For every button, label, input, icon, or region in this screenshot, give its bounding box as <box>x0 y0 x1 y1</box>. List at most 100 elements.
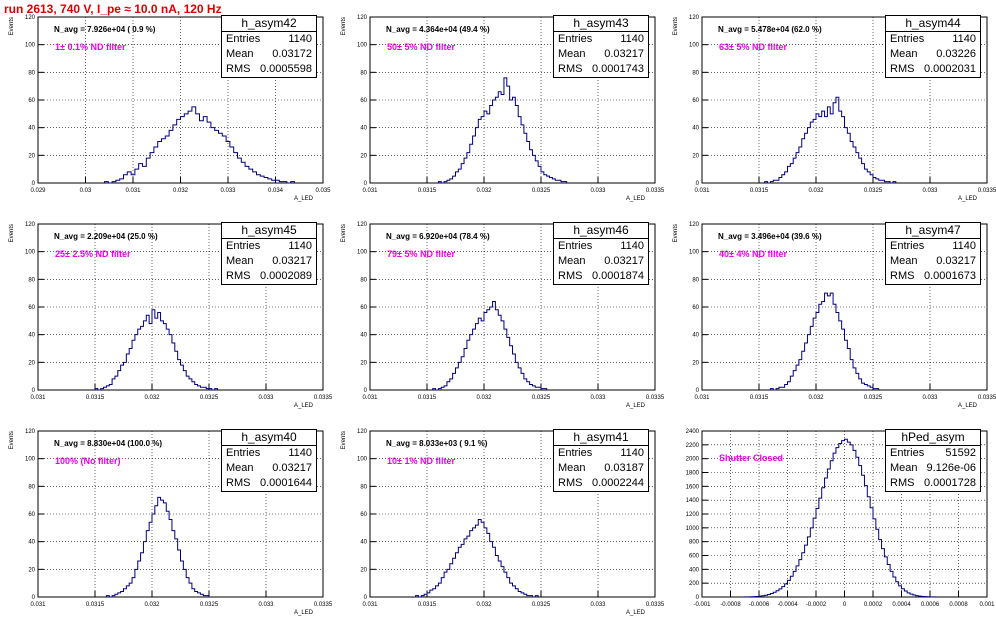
y-tick-label: 1000 <box>686 526 700 532</box>
x-tick-label: 0.031 <box>30 395 46 401</box>
x-tick-label: 0.031 <box>362 602 378 608</box>
y-tick-label: 80 <box>28 277 35 283</box>
y-axis-title: Events <box>9 431 15 449</box>
stat-row-entries: Entries 1140 <box>222 239 316 254</box>
y-tick-label: 80 <box>28 70 35 76</box>
stat-value: 1140 <box>288 240 312 252</box>
y-axis-title: Events <box>673 224 679 242</box>
histogram-panel-h_asym44: 0.031 0.0315 0.032 0.0325 0.033 0.0335 0 20 40 60… <box>664 0 996 207</box>
y-tick-label: 80 <box>692 277 699 283</box>
histogram-series <box>437 77 568 184</box>
navg-label: N_avg = 8.033e+03 ( 9.1 %) <box>386 439 488 448</box>
stat-value: 0.0001673 <box>924 270 976 282</box>
stat-label: Entries <box>558 447 593 459</box>
stats-box: h_asym41 Entries 1140 Mean 0.03187 RMS 0.00022… <box>553 429 649 492</box>
filter-annotation: 63± 5% ND filter <box>719 42 787 52</box>
y-tick-label: 20 <box>28 360 35 366</box>
stat-row-rms: RMS 0.0002031 <box>886 62 980 77</box>
stat-label: Mean <box>558 48 586 60</box>
stat-row-rms: RMS 0.0002089 <box>222 269 316 284</box>
y-tick-label: 60 <box>360 305 367 311</box>
stats-box: h_asym43 Entries 1140 Mean 0.03217 RMS 0.00017… <box>553 15 649 78</box>
x-tick-label: 0.032 <box>476 602 492 608</box>
y-tick-label: 20 <box>692 153 699 159</box>
y-axis-title: Events <box>9 224 15 242</box>
stat-row-rms: RMS 0.0001673 <box>886 269 980 284</box>
y-tick-label: 0 <box>696 181 700 187</box>
stat-value: 0.03187 <box>604 462 644 474</box>
stats-box: h_asym44 Entries 1140 Mean 0.03226 RMS 0.00020… <box>885 15 981 78</box>
stat-label: RMS <box>890 270 915 282</box>
stats-box: h_asym47 Entries 1140 Mean 0.03217 RMS 0.00016… <box>885 222 981 285</box>
stat-value: 0.03217 <box>936 255 976 267</box>
y-tick-label: 80 <box>28 484 35 490</box>
stat-row-mean: Mean 0.03226 <box>886 47 980 62</box>
filter-annotation: 79± 5% ND filter <box>387 249 455 259</box>
x-axis-title: A_LED <box>294 196 314 202</box>
filter-annotation: Shutter Closed <box>719 453 784 463</box>
x-tick-label: 0.0315 <box>418 395 437 401</box>
y-tick-label: 0 <box>32 181 36 187</box>
x-tick-label: 0.032 <box>808 395 824 401</box>
histogram-name: h_asym41 <box>554 430 648 446</box>
y-tick-label: 400 <box>689 567 700 573</box>
x-tick-label: 0.033 <box>590 188 606 194</box>
stat-row-rms: RMS 0.0001874 <box>554 269 648 284</box>
stat-label: Mean <box>558 462 586 474</box>
histogram-panel-h_asym47: 0.031 0.0315 0.032 0.0325 0.033 0.0335 0 20 40 60… <box>664 207 996 414</box>
y-tick-label: 120 <box>25 15 36 21</box>
stat-row-mean: Mean 0.03217 <box>886 254 980 269</box>
stat-value: 1140 <box>620 33 644 45</box>
stat-value: 0.03217 <box>272 255 312 267</box>
stat-row-entries: Entries 1140 <box>554 239 648 254</box>
x-tick-label: 0.0335 <box>978 188 996 194</box>
x-tick-label: 0.0315 <box>86 395 105 401</box>
stat-label: Entries <box>226 240 261 252</box>
stat-row-entries: Entries 1140 <box>554 446 648 461</box>
y-tick-label: 20 <box>360 567 367 573</box>
stat-value: 1140 <box>288 33 312 45</box>
x-tick-label: 0.0325 <box>532 602 551 608</box>
stat-row-entries: Entries 51592 <box>886 446 980 461</box>
y-tick-label: 40 <box>692 126 699 132</box>
stat-row-mean: Mean 0.03217 <box>554 47 648 62</box>
stat-label: Mean <box>226 48 254 60</box>
stat-value: 1140 <box>288 447 312 459</box>
stat-row-mean: Mean 0.03217 <box>222 254 316 269</box>
stats-box: h_asym42 Entries 1140 Mean 0.03172 RMS 0.00055… <box>221 15 317 78</box>
navg-label: N_avg = 5.478e+04 (62.0 %) <box>718 25 822 34</box>
stat-label: Entries <box>890 33 925 45</box>
x-tick-label: 0.0335 <box>646 602 665 608</box>
x-tick-label: 0.033 <box>258 602 274 608</box>
y-tick-label: 2200 <box>686 443 700 449</box>
y-tick-label: 40 <box>360 126 367 132</box>
x-tick-label: 0.0008 <box>949 602 968 608</box>
stat-row-rms: RMS 0.0002244 <box>554 476 648 491</box>
stat-value: 1140 <box>952 33 976 45</box>
x-tick-label: 0.033 <box>220 188 236 194</box>
x-tick-label: 0.0006 <box>921 602 940 608</box>
stats-box: hPed_asym Entries 51592 Mean 9.126e-06 RMS 0.0… <box>885 429 981 492</box>
histogram-panel-h_asym45: 0.031 0.0315 0.032 0.0325 0.033 0.0335 0 20 40 60… <box>0 207 333 414</box>
y-tick-label: 20 <box>28 153 35 159</box>
page-title: run 2613, 740 V, I_pe ≈ 10.0 nA, 120 Hz <box>4 2 222 16</box>
navg-label: N_avg = 8.830e+04 (100.0 %) <box>54 439 163 448</box>
histogram-series <box>764 96 897 184</box>
x-tick-label: 0 <box>843 602 847 608</box>
x-tick-label: 0.0335 <box>314 395 333 401</box>
stat-label: Entries <box>558 240 593 252</box>
filter-annotation: 10± 1% ND filter <box>387 456 455 466</box>
y-tick-label: 100 <box>689 250 700 256</box>
stat-label: Mean <box>558 255 586 267</box>
stat-value: 0.0001644 <box>260 477 312 489</box>
x-axis-title: A_LED <box>294 403 314 409</box>
stat-value: 0.0005598 <box>260 63 312 75</box>
stat-label: Entries <box>226 33 261 45</box>
y-tick-label: 60 <box>28 305 35 311</box>
stat-row-entries: Entries 1140 <box>554 32 648 47</box>
x-axis-title: A_LED <box>626 610 646 616</box>
navg-label: N_avg = 4.364e+04 (49.4 %) <box>386 25 490 34</box>
y-tick-label: 100 <box>25 250 36 256</box>
stat-row-mean: Mean 0.03187 <box>554 461 648 476</box>
navg-label: N_avg = 6.920e+04 (78.4 %) <box>386 232 490 241</box>
